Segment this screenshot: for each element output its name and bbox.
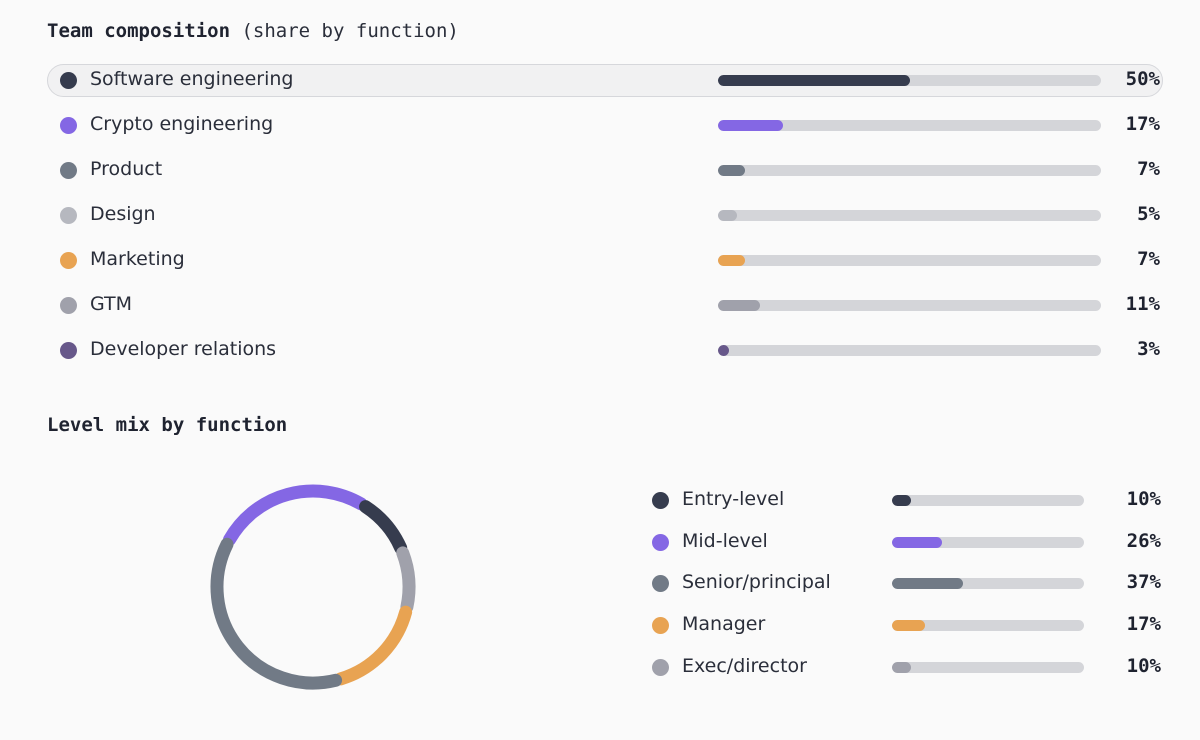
legend-dot [60,162,77,179]
bar-fill-crypto-engineering [718,120,784,131]
bar-track [892,578,1084,590]
team-composition-title: Team composition (share by function) [47,20,459,42]
bar-label: Design [90,203,156,225]
bar-value: 37% [1126,571,1161,594]
bar-value: 10% [1126,488,1161,510]
bar-label: Marketing [90,248,185,270]
legend-dot [60,252,77,269]
bar-label: GTM [90,293,133,315]
bar-value: 7% [1137,158,1160,180]
bar-fill-manager [892,620,925,632]
bar-row-product[interactable]: Product 7% [47,154,1163,187]
donut-slice-entry-level[interactable] [359,500,408,555]
bar-track [892,536,1084,548]
bar-value: 11% [1125,293,1160,315]
level-mix-donut [210,484,416,690]
bar-fill-product [718,165,745,176]
legend-dot [60,117,77,134]
bar-track [718,210,1101,221]
bar-track [718,75,1101,86]
bar-label: Software engineering [90,68,294,90]
bar-label: Product [90,158,163,180]
bar-value: 17% [1126,613,1161,636]
bar-row-developer-relations[interactable]: Developer relations 3% [47,334,1163,367]
bar-track [718,255,1101,266]
bar-label: Mid-level [682,529,768,552]
level-mix-legend: Entry-level 10% Mid-level 26% Senior/princip… [650,484,1163,692]
bar-track [718,300,1101,311]
bar-value: 26% [1126,529,1161,552]
team-composition-subtitle: (share by function) [241,20,459,42]
legend-dot [60,297,77,314]
bar-track [892,620,1084,632]
legend-dot [652,658,669,676]
bar-row-software-engineering[interactable]: Software engineering 50% [47,64,1163,97]
legend-dot [60,342,77,359]
bar-track [892,495,1084,506]
bar-row-mid-level[interactable]: Mid-level 26% [650,526,1163,559]
bar-track [718,120,1101,131]
bar-row-senior-principal[interactable]: Senior/principal 37% [650,567,1163,600]
bar-fill-gtm [718,300,761,311]
donut-slice-exec-director[interactable] [396,546,416,614]
bar-fill-software-engineering [718,75,910,86]
bar-row-manager[interactable]: Manager 17% [650,609,1163,642]
legend-dot [60,72,77,89]
legend-dot [60,207,77,224]
bar-value: 17% [1125,113,1160,135]
bar-value: 5% [1137,203,1160,225]
bar-row-entry-level[interactable]: Entry-level 10% [650,484,1163,517]
legend-dot [652,617,669,635]
bar-value: 50% [1125,68,1160,90]
team-composition-heading: Team composition [47,20,231,42]
bar-fill-entry-level [892,495,912,506]
bar-label: Crypto engineering [90,113,274,135]
bar-row-crypto-engineering[interactable]: Crypto engineering 17% [47,109,1163,142]
team-composition-chart: Software engineering 50% Crypto engineerin… [47,64,1163,379]
bar-fill-exec-director [892,661,912,673]
bar-row-design[interactable]: Design 5% [47,199,1163,232]
bar-track [718,165,1101,176]
bar-track [718,345,1101,356]
bar-value: 7% [1137,248,1160,270]
bar-fill-design [718,210,738,221]
bar-row-gtm[interactable]: GTM 11% [47,289,1163,322]
donut-slice-senior-principal[interactable] [210,537,343,690]
bar-label: Developer relations [90,338,277,360]
bar-fill-developer-relations [718,345,730,356]
bar-row-exec-director[interactable]: Exec/director 10% [650,651,1163,684]
bar-value: 10% [1126,654,1161,677]
bar-label: Senior/principal [682,571,831,594]
bar-label: Manager [682,613,766,636]
bar-label: Entry-level [682,488,785,510]
bar-fill-marketing [718,255,745,266]
bar-row-marketing[interactable]: Marketing 7% [47,244,1163,277]
bar-fill-senior-principal [892,578,964,590]
bar-track [892,661,1084,673]
legend-dot [652,492,669,509]
bar-value: 3% [1137,338,1160,360]
legend-dot [652,533,669,551]
donut-slice-mid-level[interactable] [223,484,368,547]
bar-label: Exec/director [682,654,807,677]
legend-dot [652,575,669,593]
donut-slice-manager[interactable] [334,605,413,686]
bar-fill-mid-level [892,536,942,548]
level-mix-title: Level mix by function [47,414,288,436]
